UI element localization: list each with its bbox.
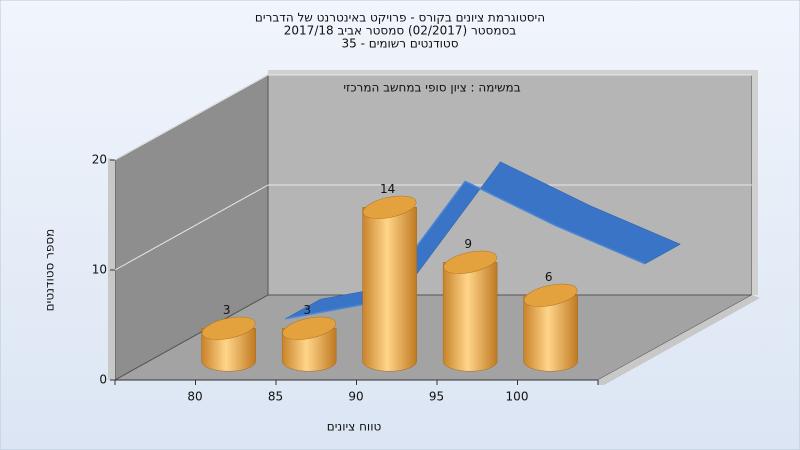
bar (442, 262, 498, 372)
y-tick-label: 0 (99, 373, 107, 387)
grid-line (114, 184, 269, 271)
chart-title: בסמסטר (02/2017) סמסטר אביב 2017/18 (284, 24, 516, 38)
bar-top (362, 195, 417, 219)
grid-line (114, 74, 269, 161)
line (285, 180, 646, 320)
x-tick-label: 80 (187, 390, 202, 404)
bar (362, 207, 417, 372)
data-label: 6 (545, 270, 553, 284)
data-label: 3 (303, 303, 311, 317)
y-axis-label: מספר סטודנטים (43, 229, 57, 312)
x-tick-label: 95 (429, 390, 444, 404)
left-edge (108, 158, 115, 380)
x-axis-label: טווח ציונים (327, 420, 382, 434)
y-tick-label: 20 (92, 153, 107, 167)
y-tick-label: 10 (92, 263, 107, 277)
x-tick-label: 85 (268, 390, 283, 404)
x-tick-label: 100 (506, 390, 529, 404)
bar (523, 295, 578, 372)
floor-edge (598, 295, 760, 385)
annotation: במשימה : ציון סופי במחשב המרכזי (343, 81, 520, 95)
data-label: 14 (380, 182, 395, 196)
data-label: 9 (464, 237, 472, 251)
bar-top (523, 283, 578, 307)
chart-title: סטודנטים רשומים - 35 (341, 37, 458, 51)
bar-top (282, 316, 336, 340)
title-block: היסטוגרמת ציונים בקורס - פרויקט באינטרנט… (255, 11, 545, 51)
bar-top (443, 250, 497, 274)
chart-title: היסטוגרמת ציונים בקורס - פרויקט באינטרנט… (255, 11, 545, 25)
bar-top (201, 316, 256, 340)
x-tick-label: 90 (348, 390, 363, 404)
data-label: 3 (223, 303, 231, 317)
